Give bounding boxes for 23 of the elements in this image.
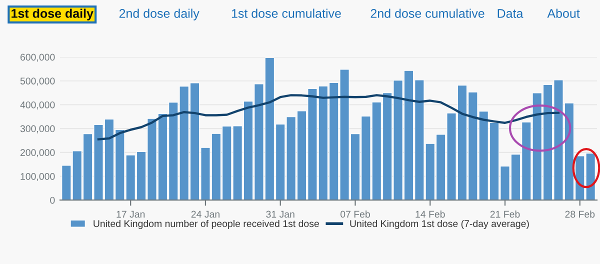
y-tick-label: 400,000	[20, 101, 55, 110]
x-tick-label: 31 Jan	[266, 210, 294, 218]
y-tick-label: 600,000	[20, 54, 55, 62]
text: 2nd dose daily	[119, 8, 200, 20]
legend-label: United Kingdom number of people received 1st dose	[94, 220, 319, 230]
line-series	[97, 94, 560, 140]
text: About	[547, 8, 580, 18]
x-tick-label: 24 Jan	[191, 210, 220, 218]
text: Data	[498, 9, 524, 18]
x-tick-label: 07 Feb	[340, 210, 370, 218]
legend-label: United Kingdom 1st dose (7-day average)	[350, 220, 529, 230]
x-tick-label: 17 Jan	[116, 210, 145, 218]
text: 2nd dose cumulative	[370, 8, 484, 18]
y-tick-label: 0	[50, 196, 55, 204]
text: 1st dose cumulative	[232, 8, 341, 18]
x-tick-label: 28 Feb	[565, 210, 595, 218]
y-tick-label: 200,000	[20, 149, 55, 158]
text: 1st dose daily	[12, 8, 94, 20]
y-tick-label: 500,000	[20, 78, 55, 86]
y-tick-label: 100,000	[20, 173, 55, 182]
x-tick-label: 14 Feb	[416, 210, 445, 218]
x-tick-label: 21 Feb	[490, 210, 520, 218]
y-tick-label: 300,000	[20, 125, 55, 134]
